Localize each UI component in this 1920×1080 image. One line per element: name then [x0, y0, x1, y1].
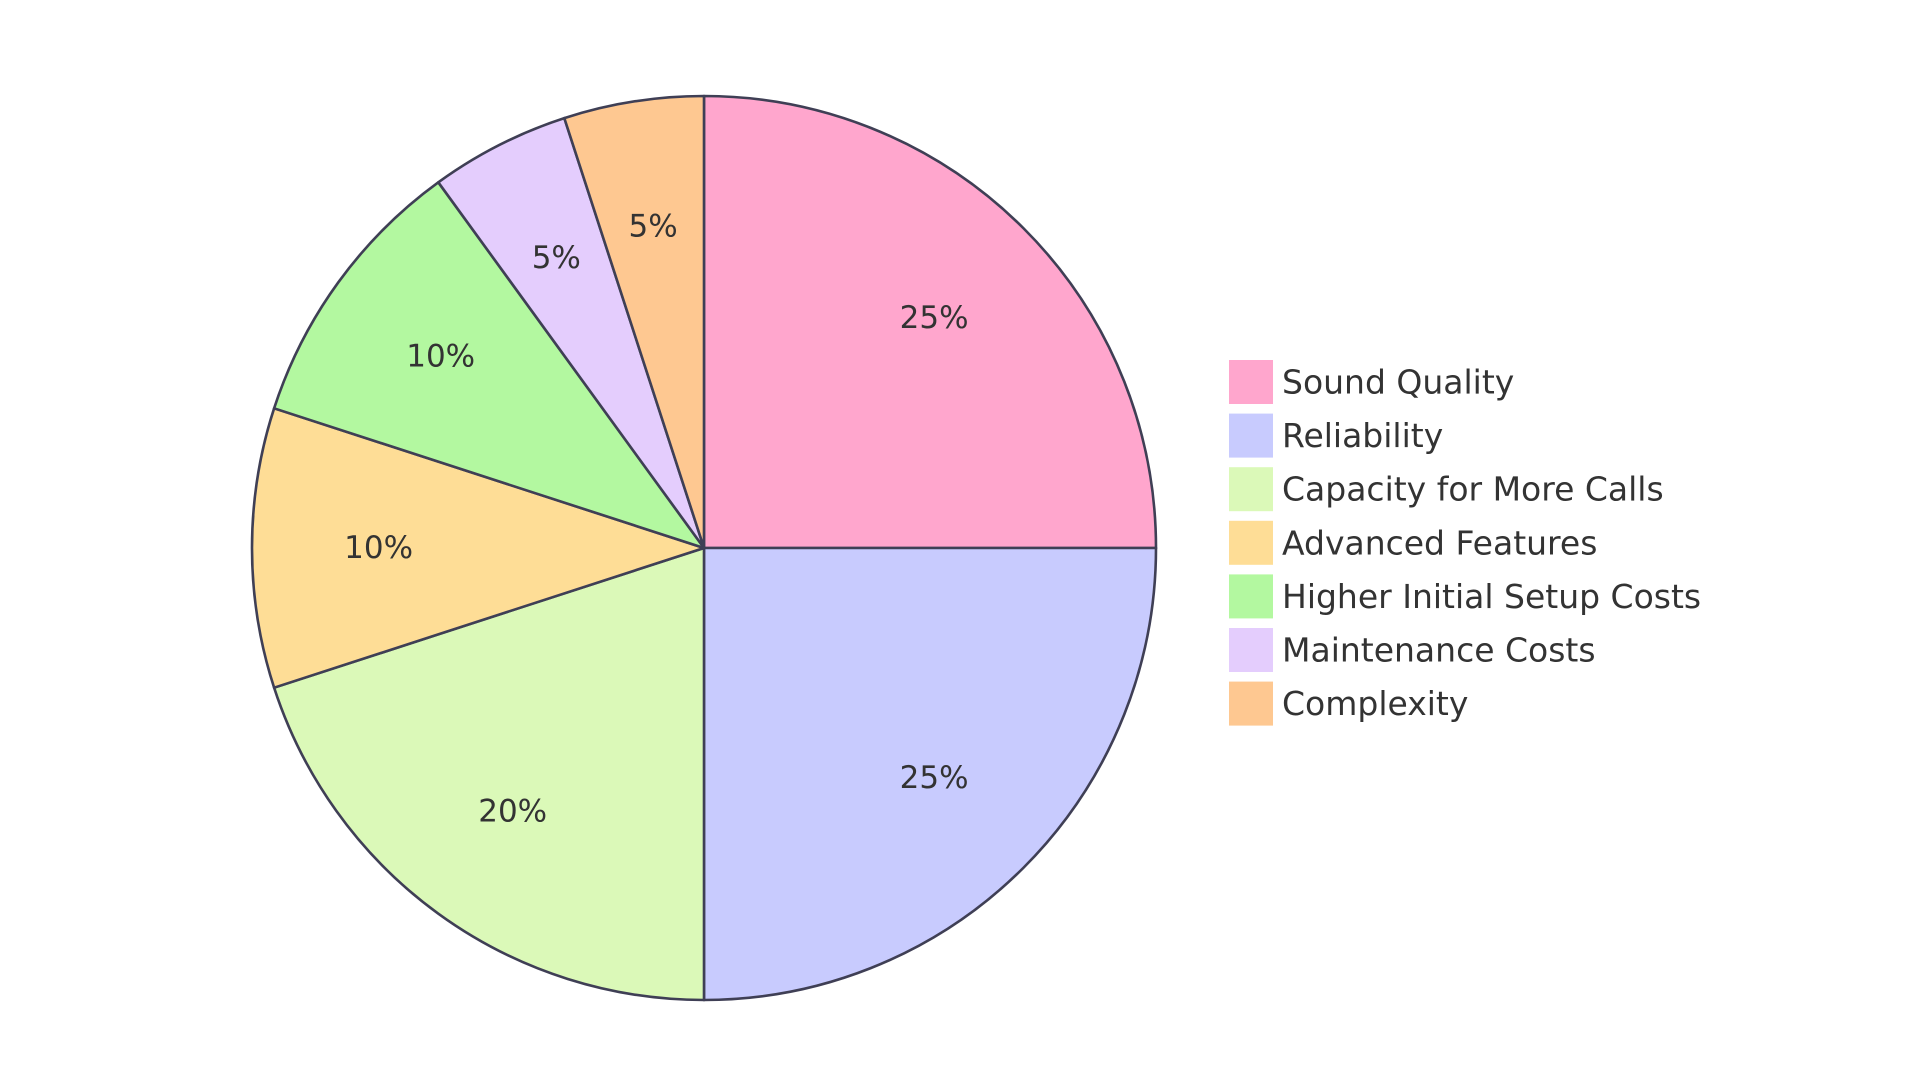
slice-value-label: 10% [344, 530, 413, 566]
legend-swatch [1229, 467, 1273, 512]
pie-slices [250, 94, 1158, 1002]
legend-swatch [1229, 681, 1273, 726]
pie-slice-maintenance-costs [437, 116, 706, 550]
pie-slice-complexity [563, 94, 706, 550]
legend-label: Higher Initial Setup Costs [1282, 577, 1701, 616]
slice-value-label: 20% [478, 793, 547, 829]
legend-swatch [1229, 520, 1273, 565]
legend-label: Sound Quality [1282, 363, 1514, 402]
slice-value-label: 25% [900, 760, 969, 796]
legend: Sound Quality Reliability Capacity for Mor… [1229, 360, 1701, 726]
pie-slice-advanced-features [250, 407, 706, 689]
legend-swatch [1229, 360, 1273, 404]
legend-label: Complexity [1282, 684, 1468, 723]
legend-label: Maintenance Costs [1282, 631, 1596, 670]
pie-slice-higher-initial-setup-costs [272, 181, 706, 550]
legend-swatch [1229, 628, 1273, 672]
slice-value-label: 10% [406, 339, 475, 375]
legend-label: Advanced Features [1282, 523, 1597, 562]
slice-value-label: 5% [629, 209, 678, 245]
slice-value-label: 5% [532, 240, 581, 276]
pie-slice-reliability [702, 546, 1158, 1002]
legend-swatch [1229, 574, 1273, 619]
pie-slice-sound-quality [702, 94, 1158, 550]
pie-slice-capacity-for-more-calls [272, 546, 706, 1002]
legend-swatch [1229, 413, 1273, 458]
pie-slice-labels: 25% 25% 20% 10% 10% 5% 5% [344, 209, 968, 830]
slice-value-label: 25% [900, 300, 969, 336]
legend-label: Capacity for More Calls [1282, 470, 1664, 509]
legend-label: Reliability [1282, 416, 1443, 455]
